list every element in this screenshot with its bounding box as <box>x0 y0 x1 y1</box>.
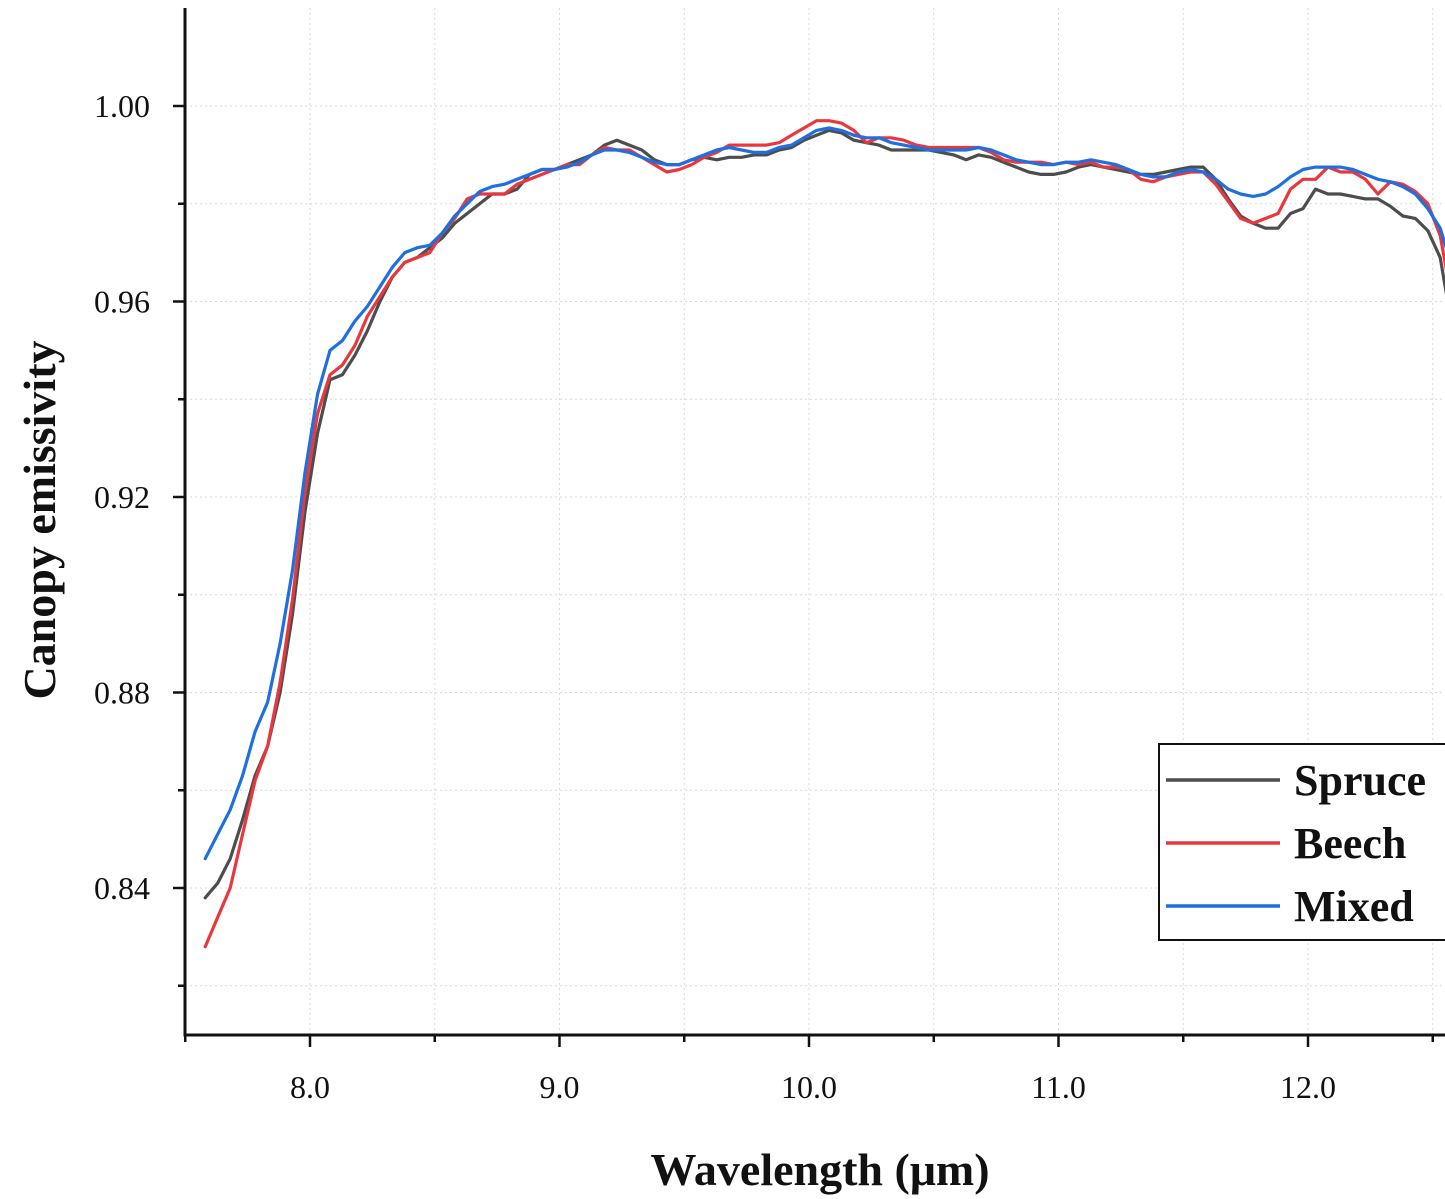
legend: Spruce Beech Mixed <box>1158 743 1445 941</box>
x-tick-label: 12.0 <box>1280 1069 1336 1105</box>
y-tick-label: 0.84 <box>94 870 150 906</box>
legend-label-beech: Beech <box>1294 819 1406 868</box>
x-axis-title: Wavelength (μm) <box>650 1144 989 1195</box>
y-tick-label: 0.88 <box>94 675 150 711</box>
x-tick-label: 8.0 <box>290 1069 330 1105</box>
y-tick-label: 1.00 <box>94 88 150 124</box>
legend-label-mixed: Mixed <box>1294 882 1414 931</box>
ticks: 8.0 9.0 10.0 11.0 12.0 0.84 0.88 0.92 0.96 1.00 <box>94 88 1434 1105</box>
y-tick-label: 0.96 <box>94 284 150 320</box>
legend-label-spruce: Spruce <box>1294 756 1426 805</box>
y-axis-title: Canopy emissivity <box>14 340 65 699</box>
axes <box>183 8 1445 1037</box>
x-tick-label: 11.0 <box>1031 1069 1086 1105</box>
series-layer <box>203 119 1445 949</box>
series-line-mixed <box>203 126 1445 861</box>
series-line-beech <box>203 119 1445 949</box>
x-tick-label: 10.0 <box>781 1069 837 1105</box>
y-tick-label: 0.92 <box>94 479 150 515</box>
x-tick-label: 9.0 <box>540 1069 580 1105</box>
